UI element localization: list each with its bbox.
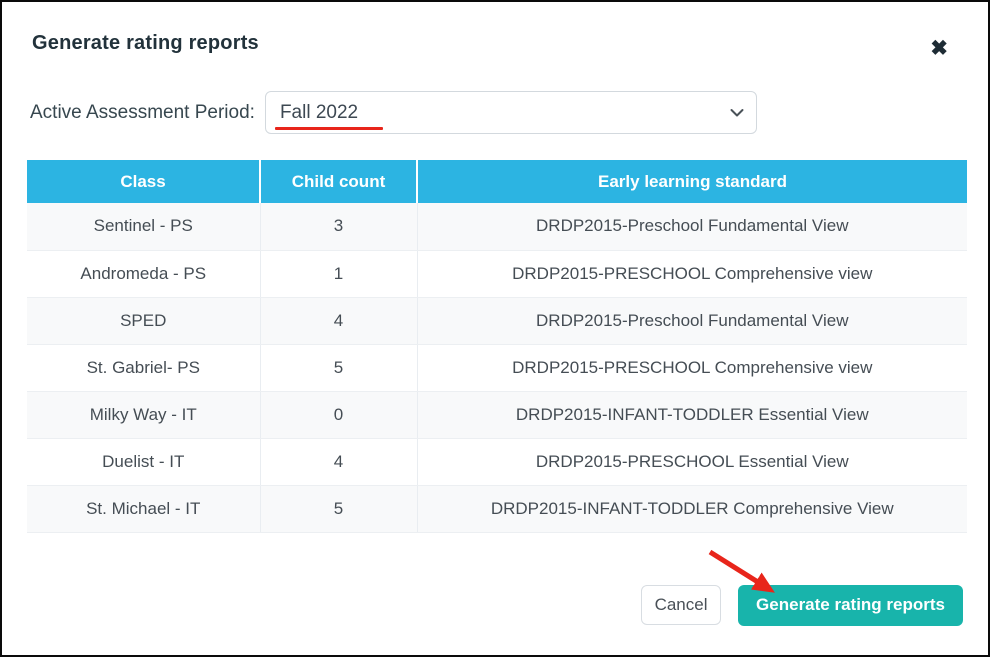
table-row: Andromeda - PS 1 DRDP2015-PRESCHOOL Compre… xyxy=(27,250,967,298)
modal-footer: Cancel Generate rating reports xyxy=(27,584,963,626)
child-count-cell: 1 xyxy=(259,250,417,298)
child-count-cell: 5 xyxy=(259,344,417,392)
cancel-button[interactable]: Cancel xyxy=(641,585,722,625)
red-underline-annotation xyxy=(274,127,383,130)
table-header-row: Class Child count Early learning standar… xyxy=(27,160,967,203)
chevron-down-icon xyxy=(730,108,744,117)
table-row: St. Gabriel- PS 5 DRDP2015-PRESCHOOL Compr… xyxy=(27,344,967,392)
class-cell: St. Michael - IT xyxy=(27,485,260,533)
child-count-cell: 4 xyxy=(259,297,417,345)
class-cell: Milky Way - IT xyxy=(27,391,260,439)
assessment-period-label: Active Assessment Period: xyxy=(30,101,255,123)
class-cell: Sentinel - PS xyxy=(27,203,260,251)
standard-cell: DRDP2015-PRESCHOOL Comprehensive view xyxy=(416,344,967,392)
child-count-cell: 0 xyxy=(259,391,417,439)
table-row: Milky Way - IT 0 DRDP2015-INFANT-TODDLER E… xyxy=(27,391,967,439)
class-table: Class Child count Early learning standar… xyxy=(27,160,967,533)
standard-cell: DRDP2015-Preschool Fundamental View xyxy=(416,203,967,251)
standard-cell: DRDP2015-INFANT-TODDLER Essential View xyxy=(416,391,967,439)
assessment-period-value: Fall 2022 xyxy=(279,101,359,123)
assessment-period-select[interactable]: Fall 2022 xyxy=(264,91,757,134)
table-row: St. Michael - IT 5 DRDP2015-INFANT-TODDLER… xyxy=(27,485,967,533)
standard-cell: DRDP2015-PRESCHOOL Essential View xyxy=(416,438,967,486)
class-cell: St. Gabriel- PS xyxy=(27,344,260,392)
close-icon[interactable]: ✖ xyxy=(930,37,948,60)
header-child-count: Child count xyxy=(259,160,417,203)
modal-header: Generate rating reports ✖ xyxy=(27,30,963,59)
class-cell: Duelist - IT xyxy=(27,438,260,486)
child-count-cell: 3 xyxy=(259,203,417,251)
standard-cell: DRDP2015-Preschool Fundamental View xyxy=(416,297,967,345)
child-count-cell: 4 xyxy=(259,438,417,486)
table-row: SPED 4 DRDP2015-Preschool Fundamental View xyxy=(27,297,967,345)
generate-rating-reports-button[interactable]: Generate rating reports xyxy=(738,584,963,626)
standard-cell: DRDP2015-PRESCHOOL Comprehensive view xyxy=(416,250,967,298)
class-cell: Andromeda - PS xyxy=(27,250,260,298)
class-cell: SPED xyxy=(27,297,260,345)
header-class: Class xyxy=(27,160,260,203)
header-early-learning-standard: Early learning standard xyxy=(416,160,967,203)
table-row: Duelist - IT 4 DRDP2015-PRESCHOOL Essentia… xyxy=(27,438,967,486)
assessment-period-row: Active Assessment Period: Fall 2022 xyxy=(27,91,963,134)
standard-cell: DRDP2015-INFANT-TODDLER Comprehensive Vi… xyxy=(416,485,967,533)
table-body: Sentinel - PS 3 DRDP2015-Preschool Fundame… xyxy=(27,203,967,533)
child-count-cell: 5 xyxy=(259,485,417,533)
modal-title: Generate rating reports xyxy=(32,32,259,54)
table-row: Sentinel - PS 3 DRDP2015-Preschool Fundame… xyxy=(27,203,967,251)
